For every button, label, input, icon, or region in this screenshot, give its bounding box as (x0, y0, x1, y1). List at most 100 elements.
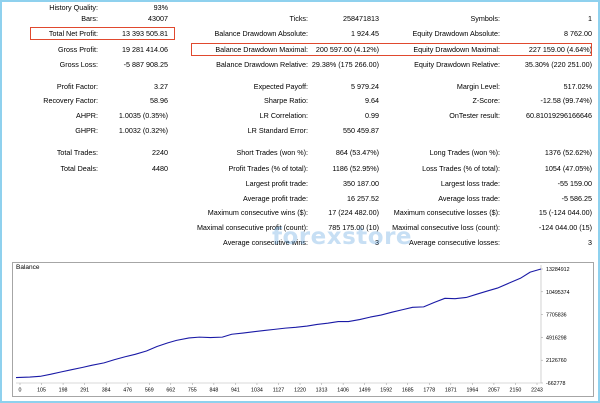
stat-value: 43007 (148, 13, 168, 23)
stat-value: 864 (53.47%) (335, 147, 379, 157)
highlight-total-net-profit (30, 27, 175, 40)
stat-value: -5 586.25 (561, 193, 592, 203)
x-tick-label: 848 (209, 388, 218, 394)
stat-value: 550 459.87 (343, 125, 379, 135)
stat-label: Short Trades (won %): (236, 147, 308, 157)
stat-value: 29.38% (175 266.00) (311, 59, 379, 69)
stat-value: 1376 (52.62%) (544, 147, 592, 157)
stat-value: -55 159.00 (557, 178, 592, 188)
x-tick-label: 105 (37, 388, 46, 394)
stat-label: AHPR: (76, 110, 98, 120)
x-tick-label: 476 (123, 388, 132, 394)
stat-value: 785 175.00 (10) (328, 222, 379, 232)
stat-label: Average consecutive wins: (223, 237, 308, 247)
stat-value: 1186 (52.95%) (332, 163, 379, 173)
stat-label: Ticks: (289, 13, 309, 23)
stat-value: 3 (375, 237, 379, 247)
x-tick-label: 1592 (380, 388, 392, 394)
x-tick-label: 1499 (359, 388, 371, 394)
stat-label: Total Deals: (60, 163, 98, 173)
stat-label: Profit Trades (% of total): (228, 163, 309, 173)
stat-label: Maximum consecutive losses ($): (393, 207, 500, 217)
x-tick-label: 941 (231, 388, 240, 394)
stat-label: Largest loss trade: (440, 178, 500, 188)
stat-value: 3 (588, 237, 592, 247)
stat-value: 1 924.45 (351, 28, 379, 38)
stat-value: 200 597.00 (4.12%) (315, 44, 379, 54)
stat-value: 93% (153, 2, 168, 12)
stat-label: Bars: (81, 13, 98, 23)
stat-value: 17 (224 482.00) (328, 207, 379, 217)
stat-value: 3.27 (154, 81, 168, 91)
stat-label: Gross Loss: (59, 59, 98, 69)
stat-value: 1.0035 (0.35%) (118, 110, 168, 120)
stat-value: 350 187.00 (343, 178, 379, 188)
stat-value: 258471813 (343, 13, 379, 23)
stat-label: Equity Drawdown Maximal: (413, 44, 500, 54)
x-tick-label: 198 (59, 388, 68, 394)
stat-value: -124 044.00 (15) (538, 222, 592, 232)
x-tick-label: 1220 (294, 388, 306, 394)
stat-value: -5 887 908.25 (123, 59, 168, 69)
stat-value: 35.30% (220 251.00) (524, 59, 592, 69)
x-tick-label: 2243 (531, 388, 543, 394)
stat-value: 5 979.24 (351, 81, 379, 91)
stat-value: 13 393 505.81 (122, 28, 168, 38)
tester-report: History Quality: 93% Bars: 43007 Total Net P… (8, 2, 594, 397)
stat-value: 60.81019296166646 (526, 110, 592, 120)
stat-label: Profit Factor: (56, 81, 98, 91)
y-tick-label: -662778 (546, 381, 565, 387)
balance-series-line (15, 268, 542, 379)
stat-label: Recovery Factor: (43, 95, 98, 105)
stat-label: Maximum consecutive wins ($): (207, 207, 308, 217)
stat-value: 1054 (47.05%) (544, 163, 592, 173)
stat-label: Expected Payoff: (253, 81, 308, 91)
x-tick-label: 0 (19, 388, 22, 394)
x-tick-label: 1127 (273, 388, 284, 394)
stat-label: Largest profit trade: (245, 178, 308, 188)
stat-label: OnTester result: (449, 110, 500, 120)
stat-label: Maximal consecutive profit (count): (196, 222, 308, 232)
stat-value: 19 281 414.06 (122, 44, 168, 54)
stat-value: 4480 (152, 163, 168, 173)
highlight-drawdown-maximal (191, 43, 592, 56)
stat-value: 0.99 (365, 110, 379, 120)
balance-chart-svg: 0 105 198 291 384 476 569 662 755 848 941 1034 1127 1… (15, 265, 570, 394)
stat-label: Symbols: (470, 13, 500, 23)
watermark-logo: forexstore (272, 224, 413, 250)
x-tick-label: 2150 (510, 388, 522, 394)
stat-label: Sharpe Ratio: (264, 95, 308, 105)
x-tick-label: 755 (188, 388, 197, 394)
stat-value: -12.58 (99.74%) (540, 95, 592, 105)
x-tick-label: 1313 (316, 388, 328, 394)
stat-label: Total Trades: (56, 147, 98, 157)
x-tick-label: 1964 (466, 388, 478, 394)
stat-value: 58.96 (150, 95, 168, 105)
stat-value: 1 (588, 13, 592, 23)
stat-label: LR Standard Error: (247, 125, 308, 135)
stat-label: Average loss trade: (438, 193, 500, 203)
stat-label: Balance Drawdown Relative: (216, 59, 308, 69)
stat-value: 2240 (152, 147, 168, 157)
x-tick-label: 1778 (423, 388, 435, 394)
x-tick-label: 1034 (251, 388, 263, 394)
x-tick-label: 1685 (402, 388, 414, 394)
x-tick-label: 384 (102, 388, 111, 394)
stat-label: LR Correlation: (259, 110, 308, 120)
stat-label: Maximal consecutive loss (count): (392, 222, 500, 232)
stat-label: Long Trades (won %): (429, 147, 500, 157)
x-tick-label: 291 (80, 388, 89, 394)
y-tick-label: 4916298 (546, 335, 567, 341)
stat-label: Equity Drawdown Relative: (414, 59, 500, 69)
stat-label: History Quality: (49, 2, 98, 12)
y-tick-label: 7705836 (546, 313, 567, 319)
stat-label: Equity Drawdown Absolute: (412, 28, 501, 38)
stat-label: Margin Level: (456, 81, 500, 91)
x-tick-label: 662 (166, 388, 175, 394)
stat-label: Balance Drawdown Maximal: (215, 44, 308, 54)
stat-label: Total Net Profit: (48, 28, 98, 38)
y-tick-label: 10495374 (546, 290, 570, 296)
y-tick-label: 13284912 (546, 267, 570, 273)
stat-value: 8 762.00 (564, 28, 592, 38)
